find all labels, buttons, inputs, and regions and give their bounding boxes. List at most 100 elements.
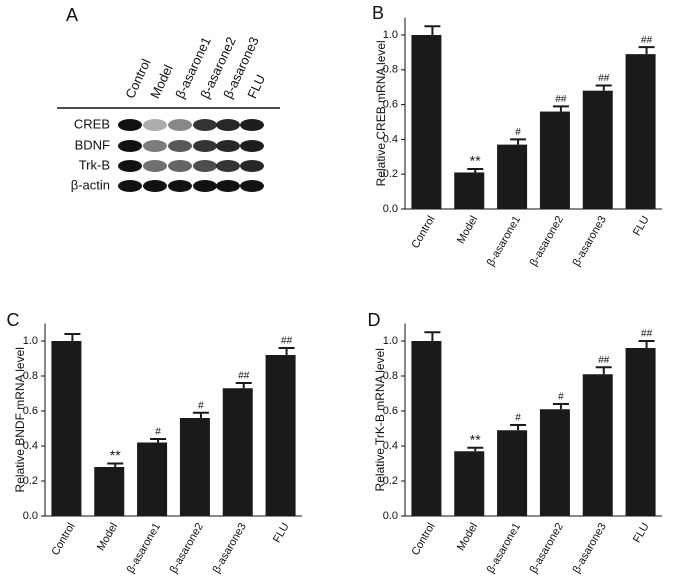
y-tick-label: 0.0 bbox=[383, 510, 398, 522]
bar bbox=[539, 111, 570, 209]
x-tick-label: FLU bbox=[631, 214, 652, 238]
x-tick-label: Control bbox=[409, 214, 437, 251]
bar bbox=[51, 341, 82, 516]
blot-band bbox=[216, 140, 240, 152]
bar bbox=[411, 35, 442, 209]
error-bar bbox=[278, 347, 295, 355]
blot-band bbox=[193, 180, 217, 192]
y-tick-label: 0.4 bbox=[23, 440, 38, 452]
x-tick-label: β-asarone3 bbox=[211, 521, 249, 575]
error-bar bbox=[595, 84, 612, 91]
bar bbox=[179, 418, 210, 516]
bar bbox=[454, 451, 485, 516]
x-tick-label: Model bbox=[455, 214, 480, 246]
significance-mark: # bbox=[198, 400, 204, 411]
y-axis-label: Relative CREB mRNA level bbox=[374, 40, 388, 186]
x-tick-label: β-asarone2 bbox=[168, 521, 206, 575]
x-tick-label: β-asarone3 bbox=[571, 214, 609, 268]
error-bar bbox=[424, 25, 441, 35]
bar bbox=[539, 409, 570, 516]
y-tick-label: 0.2 bbox=[383, 168, 398, 180]
y-tick-label: 0.6 bbox=[383, 99, 398, 111]
x-tick-label: β-asarone1 bbox=[125, 521, 163, 575]
blot-band bbox=[143, 160, 167, 172]
error-bar bbox=[510, 138, 527, 145]
error-bar bbox=[552, 105, 569, 112]
error-bar bbox=[424, 331, 441, 341]
error-bar bbox=[638, 340, 655, 348]
blot-band bbox=[118, 140, 142, 152]
bar bbox=[625, 348, 656, 516]
error-bar bbox=[64, 333, 81, 341]
x-tick-label: Control bbox=[409, 521, 437, 558]
y-tick-label: 0.8 bbox=[383, 370, 398, 382]
blot-band bbox=[118, 180, 142, 192]
bar bbox=[94, 467, 125, 516]
panel-label: A bbox=[66, 5, 78, 25]
x-tick-label: β-asarone2 bbox=[528, 521, 566, 575]
blot-band bbox=[168, 119, 192, 131]
bar bbox=[137, 442, 168, 516]
blot-band bbox=[118, 160, 142, 172]
error-bar bbox=[552, 403, 569, 410]
significance-mark: ## bbox=[238, 371, 250, 382]
y-tick-label: 0.2 bbox=[383, 475, 398, 487]
blot-band bbox=[193, 140, 217, 152]
bar bbox=[265, 355, 296, 516]
blot-band bbox=[143, 140, 167, 152]
blot-band bbox=[240, 180, 264, 192]
y-axis-label: Relative TrK-B mRNA level bbox=[373, 348, 387, 491]
blot-band bbox=[240, 140, 264, 152]
y-tick-label: 1.0 bbox=[383, 29, 398, 41]
bar bbox=[222, 388, 253, 516]
x-tick-label: β-asarone1 bbox=[485, 521, 523, 575]
blot-band bbox=[143, 119, 167, 131]
blot-band bbox=[240, 119, 264, 131]
significance-mark: ** bbox=[470, 153, 481, 169]
significance-mark: # bbox=[515, 413, 521, 424]
significance-mark: ## bbox=[598, 73, 610, 84]
significance-mark: # bbox=[155, 427, 161, 438]
blot-band bbox=[168, 180, 192, 192]
error-bar bbox=[192, 411, 209, 418]
y-tick-label: 0.4 bbox=[383, 133, 398, 145]
error-bar bbox=[107, 462, 124, 467]
bar bbox=[582, 374, 613, 516]
bar bbox=[497, 144, 528, 209]
y-tick-label: 0.4 bbox=[383, 440, 398, 452]
panel-label: D bbox=[368, 310, 381, 330]
row-label: β-actin bbox=[71, 177, 110, 192]
x-tick-label: FLU bbox=[271, 521, 292, 545]
significance-mark: ## bbox=[555, 94, 567, 105]
significance-mark: ** bbox=[470, 431, 481, 447]
y-tick-label: 0.6 bbox=[383, 405, 398, 417]
significance-mark: ## bbox=[281, 336, 293, 347]
x-tick-label: β-asarone1 bbox=[485, 214, 523, 268]
x-tick-label: β-asarone3 bbox=[571, 521, 609, 575]
error-bar bbox=[467, 446, 484, 452]
blot-band bbox=[216, 119, 240, 131]
bar bbox=[582, 90, 613, 209]
significance-mark: ** bbox=[110, 447, 121, 463]
significance-mark: # bbox=[558, 392, 564, 403]
bar bbox=[497, 430, 528, 516]
blot-band bbox=[216, 180, 240, 192]
blot-band bbox=[193, 119, 217, 131]
blot-band bbox=[193, 160, 217, 172]
row-label: BDNF bbox=[75, 137, 110, 152]
blot-band bbox=[143, 180, 167, 192]
bar bbox=[625, 54, 656, 209]
blot-band bbox=[118, 119, 142, 131]
y-axis-label: Relative BNDF mRNA level bbox=[13, 347, 27, 492]
panel-label: B bbox=[372, 3, 384, 23]
panel-label: C bbox=[7, 310, 20, 330]
y-tick-label: 0.6 bbox=[23, 405, 38, 417]
y-tick-label: 0.8 bbox=[23, 370, 38, 382]
y-tick-label: 0.2 bbox=[23, 475, 38, 487]
blot-band bbox=[168, 140, 192, 152]
x-tick-label: Model bbox=[455, 521, 480, 553]
y-tick-label: 0.0 bbox=[383, 203, 398, 215]
blot-band bbox=[240, 160, 264, 172]
significance-mark: ## bbox=[641, 35, 653, 46]
